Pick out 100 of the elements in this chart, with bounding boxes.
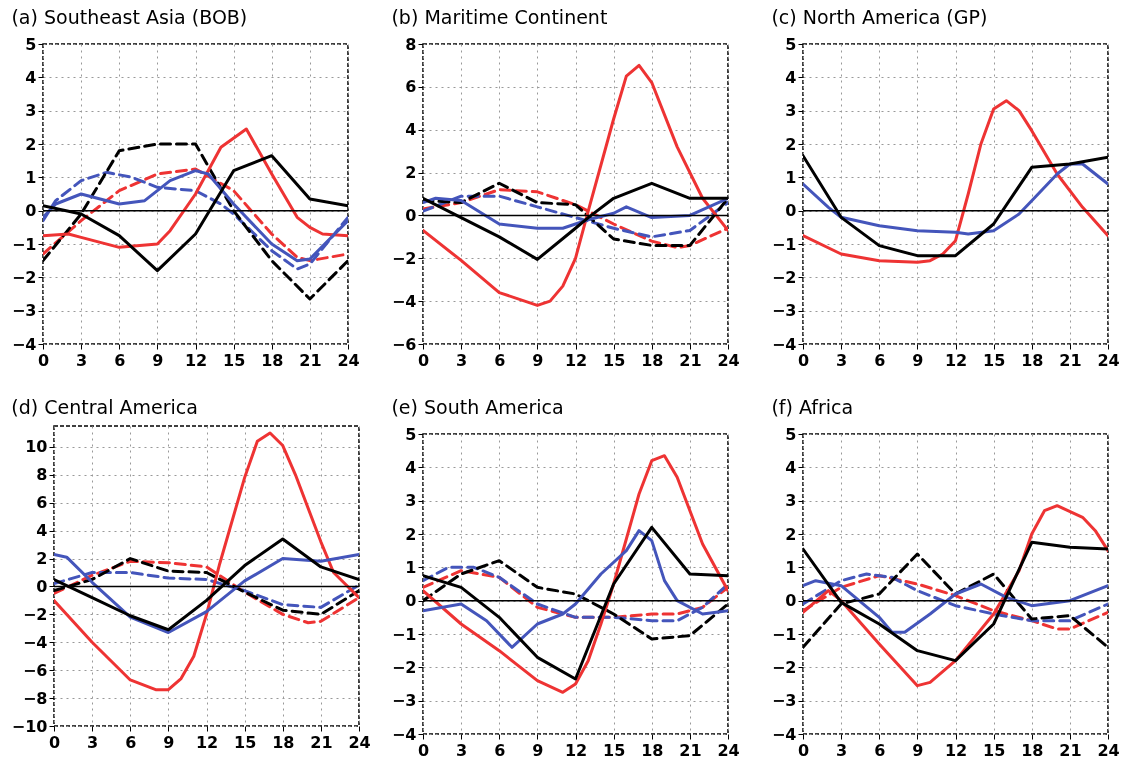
x-tick-label: 9 [152,350,164,370]
x-tick-label: 15 [982,740,1006,760]
x-tick-label: 3 [836,740,848,760]
y-tick-label: 6 [405,77,417,97]
y-tick-label: 4 [785,67,797,87]
y-tick-label: −2 [771,657,797,677]
y-tick-label: −1 [771,234,797,254]
x-tick-label: 6 [494,740,506,760]
y-tick-label: −6 [391,334,417,354]
y-tick-label: −4 [11,334,37,354]
y-tick-label: 0 [25,201,37,221]
x-tick-label: 6 [874,740,886,760]
y-tick-label: 5 [785,34,797,54]
chart-title: (c) North America (GP) [771,6,988,28]
x-tick-label: 9 [163,732,175,752]
x-tick-label: 3 [76,350,88,370]
y-tick-label: 4 [405,120,417,140]
y-tick-label: 4 [25,67,37,87]
y-tick-label: 1 [25,167,37,187]
y-tick-label: −8 [22,688,48,708]
x-tick-label: 24 [717,740,740,760]
y-tick-label: −3 [11,301,37,321]
chart-title: (b) Maritime Continent [391,6,608,28]
y-tick-label: 3 [785,101,797,121]
y-tick-label: −3 [771,691,797,711]
x-tick-label: 15 [982,350,1006,370]
x-tick-label: 12 [564,740,588,760]
x-tick-label: 18 [272,732,295,752]
x-tick-label: 12 [195,732,219,752]
x-tick-label: 21 [679,350,702,370]
y-tick-label: 0 [785,201,797,221]
y-tick-label: 8 [405,34,417,54]
y-tick-label: −4 [391,724,417,744]
x-tick-label: 24 [1097,740,1120,760]
y-tick-label: 0 [785,591,797,611]
y-tick-label: −4 [771,334,797,354]
y-tick-label: −4 [391,291,417,311]
y-tick-label: −6 [22,660,48,680]
x-tick-label: 18 [641,350,664,370]
x-tick-label: 3 [87,732,99,752]
y-tick-label: 4 [36,521,48,541]
y-tick-label: 2 [25,134,37,154]
y-tick-label: −1 [391,624,417,644]
x-tick-label: 18 [1021,740,1044,760]
x-tick-label: 15 [602,350,626,370]
chart-title: (f) Africa [771,396,854,418]
y-tick-label: 6 [36,493,48,513]
x-tick-label: 12 [564,350,588,370]
x-tick-label: 18 [261,350,284,370]
x-tick-label: 6 [874,350,886,370]
y-tick-label: −2 [391,248,417,268]
x-tick-label: 24 [337,350,360,370]
y-tick-label: −3 [771,301,797,321]
y-tick-label: −2 [22,604,48,624]
x-tick-label: 9 [912,350,924,370]
y-tick-label: 5 [25,34,37,54]
x-tick-label: 21 [299,350,322,370]
y-tick-label: 2 [785,524,797,544]
x-tick-label: 21 [1059,740,1082,760]
y-tick-label: −2 [771,267,797,287]
x-tick-label: 15 [222,350,246,370]
y-tick-label: 3 [785,491,797,511]
y-tick-label: 8 [36,465,48,485]
x-tick-label: 18 [641,740,664,760]
chart-title: (e) South America [391,396,564,418]
x-tick-label: 24 [1097,350,1120,370]
y-tick-label: 5 [405,424,417,444]
y-tick-label: 2 [405,524,417,544]
x-tick-label: 12 [944,350,968,370]
x-tick-label: 21 [679,740,702,760]
y-tick-label: 1 [785,557,797,577]
x-tick-label: 18 [1021,350,1044,370]
x-tick-label: 15 [233,732,257,752]
y-tick-label: −4 [771,724,797,744]
x-tick-label: 24 [717,350,740,370]
x-tick-label: 6 [494,350,506,370]
x-tick-label: 9 [912,740,924,760]
y-tick-label: −1 [771,624,797,644]
y-tick-label: 1 [785,167,797,187]
y-tick-label: −2 [11,267,37,287]
y-tick-label: 0 [405,591,417,611]
chart-title: (a) Southeast Asia (BOB) [11,6,248,28]
x-tick-label: 6 [114,350,126,370]
chart-title: (d) Central America [11,396,198,418]
y-tick-label: 5 [785,424,797,444]
y-tick-label: −10 [11,716,48,736]
y-tick-label: 4 [405,457,417,477]
y-tick-label: 1 [405,557,417,577]
x-tick-label: 12 [184,350,208,370]
y-tick-label: −4 [22,632,48,652]
y-tick-label: 0 [405,205,417,225]
x-tick-label: 15 [602,740,626,760]
x-tick-label: 3 [456,740,468,760]
y-tick-label: 3 [25,101,37,121]
x-tick-label: 3 [456,350,468,370]
x-tick-label: 3 [836,350,848,370]
y-tick-label: 3 [405,491,417,511]
x-tick-label: 12 [944,740,968,760]
x-tick-label: 6 [125,732,137,752]
y-tick-label: 2 [405,163,417,183]
